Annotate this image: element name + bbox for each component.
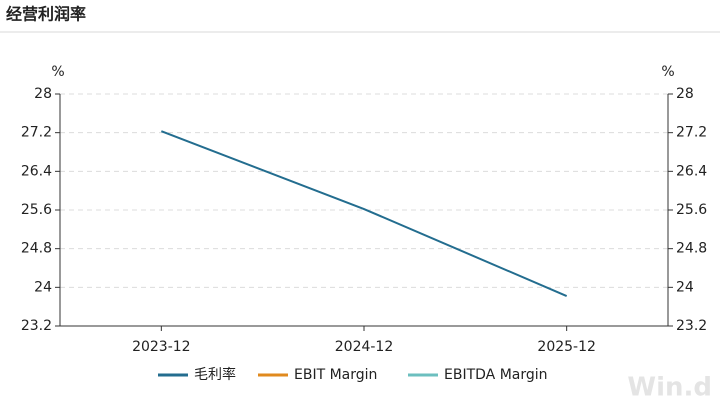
y-axis-label: % — [51, 64, 64, 80]
y2-tick-label: 25.6 — [676, 202, 707, 218]
x-tick-label: 2023-12 — [132, 339, 191, 355]
y-tick-label: 25.6 — [21, 202, 52, 218]
y-tick-label: 27.2 — [21, 125, 52, 141]
legend-label: EBIT Margin — [294, 367, 377, 383]
y2-tick-label: 28 — [676, 86, 694, 102]
legend-label: EBITDA Margin — [444, 367, 548, 383]
series-line — [160, 130, 568, 297]
y2-tick-label: 24 — [676, 279, 694, 295]
x-tick-label: 2025-12 — [537, 339, 596, 355]
y2-tick-label: 23.2 — [676, 318, 707, 334]
y-tick-label: 24 — [34, 279, 52, 295]
y2-tick-label: 24.8 — [676, 241, 707, 257]
y2-tick-label: 26.4 — [676, 163, 707, 179]
y2-axis-label: % — [661, 64, 674, 80]
y-tick-label: 26.4 — [21, 163, 52, 179]
chart-title: 经营利润率 — [6, 5, 86, 24]
x-tick-label: 2024-12 — [335, 339, 394, 355]
legend-label: 毛利率 — [194, 366, 236, 383]
y-tick-label: 24.8 — [21, 241, 52, 257]
watermark: Win.d — [627, 373, 712, 403]
y-tick-label: 23.2 — [21, 318, 52, 334]
y2-tick-label: 27.2 — [676, 125, 707, 141]
y-tick-label: 28 — [34, 86, 52, 102]
